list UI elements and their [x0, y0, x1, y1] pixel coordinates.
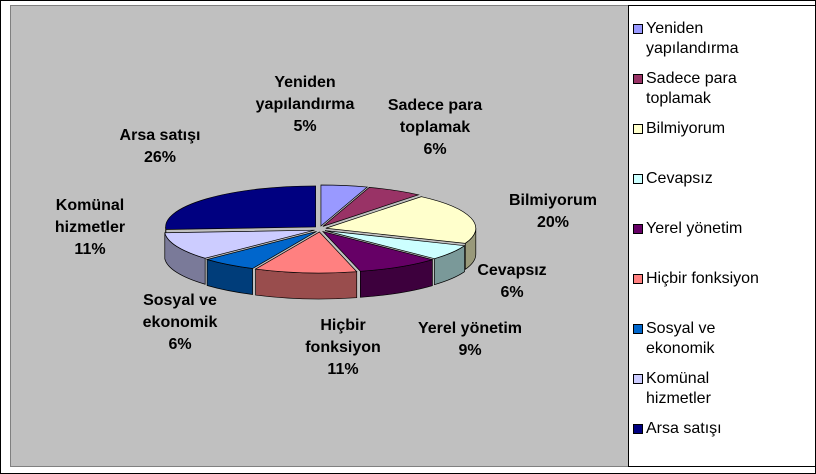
data-label-name: Yerel yönetim — [418, 320, 522, 337]
legend-label: Arsa satışı — [646, 420, 722, 437]
slice — [254, 231, 358, 274]
legend-swatch — [633, 374, 643, 384]
slice — [164, 229, 315, 259]
data-label-value: 6% — [423, 141, 446, 158]
slice — [320, 184, 369, 227]
data-label-value: 20% — [537, 214, 569, 231]
legend-swatch — [633, 424, 643, 434]
legend-label: Yeniden yapılandırma — [646, 20, 739, 57]
legend-swatch — [633, 274, 643, 284]
legend-swatch — [633, 124, 643, 134]
slice — [325, 196, 477, 244]
legend-label: Bilmiyorum — [646, 120, 725, 137]
slice — [321, 230, 434, 272]
data-label-name: Komünal hizmetler — [55, 197, 125, 236]
legend-label: Komünal hizmetler — [646, 370, 712, 407]
slice — [205, 231, 317, 269]
legend — [628, 5, 816, 467]
data-label-name: Yeniden yapılandırma — [256, 74, 355, 113]
data-label-name: Cevapsız — [477, 262, 546, 279]
data-label-name: Sosyal ve ekonomik — [143, 292, 218, 331]
legend-swatch — [633, 74, 643, 84]
data-label-value: 6% — [500, 284, 523, 301]
data-label-value: 5% — [293, 118, 316, 135]
data-label-value: 11% — [327, 361, 358, 378]
slice — [165, 185, 316, 230]
data-label-value: 11% — [74, 241, 105, 258]
legend-swatch — [633, 224, 643, 234]
legend-label: Sadece para toplamak — [646, 70, 737, 107]
legend-label: Sosyal ve ekonomik — [646, 320, 715, 357]
data-label-value: 9% — [458, 342, 481, 359]
slice — [322, 187, 420, 227]
legend-swatch — [633, 174, 643, 184]
data-label-name: Arsa satışı — [120, 127, 201, 144]
legend-label: Yerel yönetim — [646, 220, 742, 237]
slice — [324, 230, 466, 260]
legend-label: Hiçbir fonksiyon — [646, 270, 759, 287]
legend-label: Cevapsız — [646, 170, 713, 187]
slice-side — [255, 268, 358, 300]
data-label-value: 6% — [168, 336, 191, 353]
data-label-name: Bilmiyorum — [509, 192, 597, 209]
data-label-name: Sadece para toplamak — [388, 97, 482, 136]
legend-swatch — [633, 324, 643, 334]
data-label-value: 26% — [144, 149, 176, 166]
data-label-name: Hiçbir fonksiyon — [305, 317, 381, 356]
legend-swatch — [633, 24, 643, 34]
